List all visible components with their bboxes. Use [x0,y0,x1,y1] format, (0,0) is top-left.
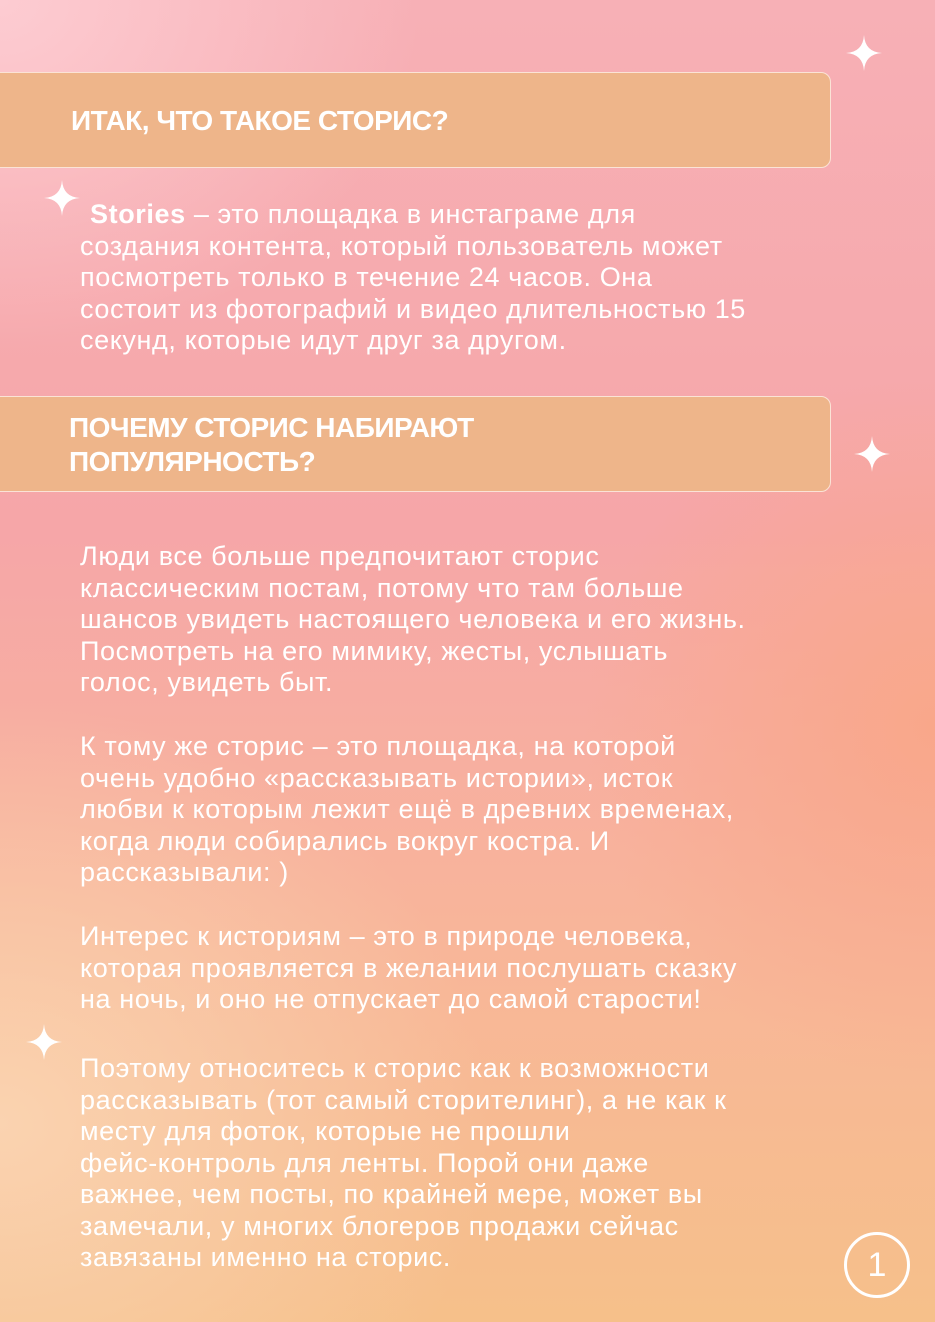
text-line: когда люди собирались вокруг костра. И [80,825,610,856]
text-line: секунд, которые идут друг за другом. [80,325,567,355]
text-line: Посмотреть на его мимику, жесты, услышат… [80,635,669,666]
text-line: голос, увидеть быт. [80,667,334,697]
text-line: очень удобно «рассказывать истории», ист… [80,762,674,793]
text-line: К тому же сторис – это площадка, на кото… [80,731,676,761]
text-line: состоит из фотографий и видео длительнос… [80,293,746,324]
paragraph-4: Поэтому относитесь к сторис как к возмож… [80,1053,727,1274]
text-line: месту для фоток, которые не прошли [80,1116,571,1146]
text-line: создания контента, который пользователь … [80,230,723,261]
text-line: классическим постам, потому что там боль… [80,572,684,603]
sparkle-icon [846,35,882,71]
text-line: Люди все больше предпочитают сторис [80,541,600,571]
heading-line: ПОПУЛЯРНОСТЬ? [69,446,316,477]
section-heading: ИТАК, ЧТО ТАКОЕ СТОРИС? [71,105,449,136]
text-line: Поэтому относитесь к сторис как к возмож… [80,1053,710,1083]
text-line: важнее, чем посты, по крайней мере, може… [80,1179,703,1209]
paragraph-1: Люди все больше предпочитают сторис клас… [80,541,746,699]
paragraph-3: Интерес к историям – это в природе челов… [80,921,737,1016]
text-line: замечали, у многих блогеров продажи сейч… [80,1210,679,1241]
text-line: которая проявляется в желании послушать … [80,952,737,983]
paragraph-2: К тому же сторис – это площадка, на кото… [80,731,734,889]
text-line: – это площадка в инстаграме для [185,199,636,229]
intro-paragraph: Stories – это площадка в инстаграме для … [80,199,746,357]
heading-line: ПОЧЕМУ СТОРИС НАБИРАЮТ [69,412,474,443]
page-number: 1 [844,1232,910,1298]
text-line: любви к которым лежит ещё в древних врем… [80,794,734,824]
sparkle-icon [26,1024,62,1060]
sparkle-icon [44,180,80,216]
section-heading: ПОЧЕМУ СТОРИС НАБИРАЮТ ПОПУЛЯРНОСТЬ? [69,411,474,479]
text-line: завязаны именно на сторис. [80,1242,451,1272]
text-line: рассказывали: ) [80,857,289,887]
stories-term: Stories [90,199,186,229]
text-line: рассказывать (тот самый сторителинг), а … [80,1084,727,1115]
text-line: Интерес к историям – это в природе челов… [80,921,693,951]
text-line: на ночь, и оно не отпускает до самой ста… [80,984,702,1014]
heading-box-2: ПОЧЕМУ СТОРИС НАБИРАЮТ ПОПУЛЯРНОСТЬ? [0,396,831,492]
text-line: шансов увидеть настоящего человека и его… [80,604,746,634]
sparkle-icon [854,436,890,472]
heading-box-1: ИТАК, ЧТО ТАКОЕ СТОРИС? [0,72,831,168]
text-line: посмотреть только в течение 24 часов. Он… [80,262,653,292]
text-line: фейс-контроль для ленты. Порой они даже [80,1147,649,1178]
